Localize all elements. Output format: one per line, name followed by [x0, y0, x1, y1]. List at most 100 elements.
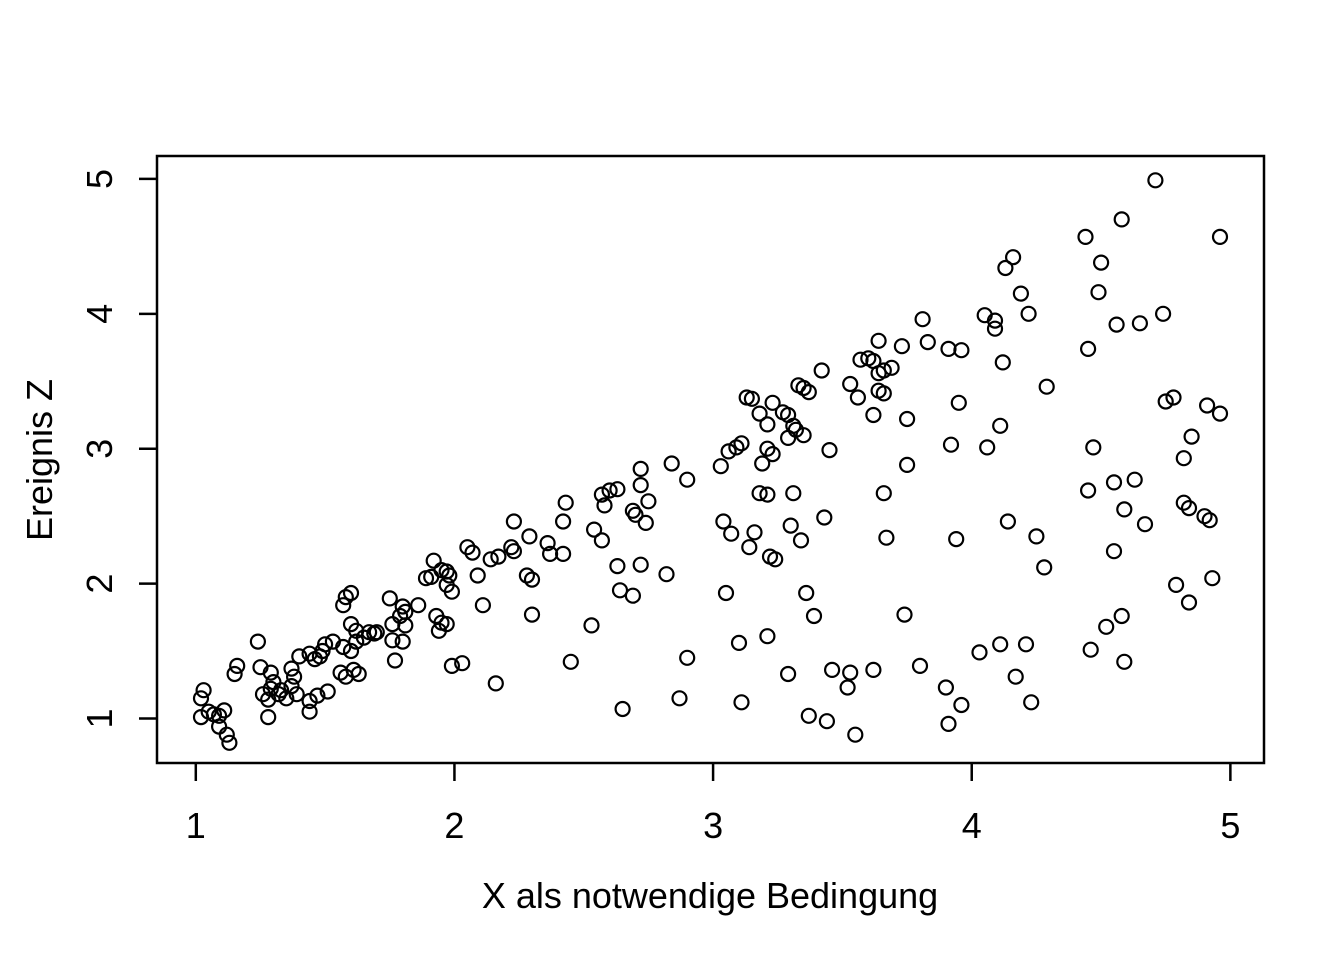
data-point — [640, 493, 657, 510]
y-axis-ticks — [139, 177, 157, 720]
data-point — [348, 633, 365, 650]
data-point — [1085, 439, 1102, 456]
data-point — [1007, 668, 1024, 685]
data-point — [746, 524, 763, 541]
data-point — [865, 406, 882, 424]
data-point — [505, 543, 523, 560]
data-point — [523, 606, 541, 623]
data-point — [1108, 316, 1125, 333]
data-point — [474, 597, 491, 614]
y-tick-label: 1 — [79, 708, 120, 728]
data-point — [849, 389, 867, 406]
data-point — [554, 545, 572, 563]
data-point — [842, 664, 859, 681]
data-point — [1079, 340, 1097, 357]
data-point — [764, 446, 781, 463]
data-point — [211, 707, 228, 724]
data-point — [381, 590, 398, 607]
plot-box — [155, 154, 1266, 765]
data-point — [1105, 474, 1123, 491]
data-point — [759, 486, 776, 503]
data-point — [1180, 594, 1198, 611]
data-point — [759, 628, 776, 645]
data-point — [779, 429, 797, 446]
data-point — [1167, 576, 1185, 594]
data-point — [898, 456, 916, 473]
data-point — [940, 715, 957, 733]
data-point — [919, 334, 936, 351]
data-point — [1113, 607, 1130, 625]
data-point — [865, 661, 882, 679]
data-point — [490, 548, 507, 565]
data-point — [754, 455, 771, 472]
data-point — [911, 657, 929, 675]
data-point — [441, 567, 458, 584]
data-point — [712, 458, 729, 475]
data-point — [218, 726, 235, 743]
data-point — [875, 485, 892, 502]
data-point — [1004, 249, 1022, 266]
data-point — [609, 481, 626, 498]
data-point — [1175, 494, 1192, 511]
data-point — [986, 312, 1004, 329]
data-point — [557, 494, 574, 511]
data-point — [260, 708, 277, 726]
data-point — [593, 532, 611, 549]
x-axis-label: X als notwendige Bedingung — [482, 875, 938, 916]
data-point — [992, 417, 1009, 434]
data-point — [216, 702, 233, 719]
data-point — [554, 513, 572, 530]
x-tick-label: 2 — [444, 805, 464, 846]
data-point — [1079, 482, 1097, 499]
data-point — [273, 682, 290, 699]
data-point — [792, 532, 810, 549]
data-point — [596, 497, 613, 514]
data-point — [443, 583, 460, 600]
data-point — [741, 539, 758, 556]
data-point — [283, 660, 300, 677]
data-point — [614, 700, 631, 718]
data-point — [539, 534, 556, 552]
data-point — [1082, 641, 1099, 658]
y-tick-label: 2 — [79, 574, 120, 594]
data-point — [627, 506, 644, 523]
data-point — [562, 653, 579, 670]
data-point — [1105, 543, 1123, 560]
data-point — [1020, 305, 1037, 322]
data-point — [317, 636, 334, 653]
data-point — [430, 622, 447, 639]
data-point — [948, 530, 965, 548]
x-tick-label: 1 — [186, 805, 206, 846]
data-point — [896, 606, 913, 623]
data-point — [764, 394, 781, 411]
data-point — [1113, 211, 1130, 228]
data-point — [953, 696, 970, 714]
data-point — [800, 384, 817, 401]
data-point — [226, 665, 243, 683]
data-point — [940, 340, 957, 357]
data-point — [288, 686, 305, 703]
data-point — [805, 607, 823, 625]
data-point — [759, 440, 776, 457]
x-axis-tick-labels: 1 2 3 4 5 — [186, 805, 1241, 846]
data-point — [583, 617, 600, 634]
data-point — [914, 311, 931, 328]
data-point — [1116, 501, 1133, 518]
data-point — [883, 359, 900, 376]
data-point — [1147, 172, 1164, 189]
data-point — [585, 521, 603, 538]
data-point — [1077, 228, 1094, 245]
data-point — [291, 648, 308, 665]
data-point — [950, 394, 967, 411]
data-point — [971, 644, 988, 661]
data-point — [898, 410, 916, 428]
y-axis-label: Ereignis Z — [19, 379, 60, 541]
data-point — [798, 584, 815, 602]
data-point — [249, 633, 266, 650]
data-point — [720, 443, 737, 460]
data-point — [342, 642, 360, 660]
data-point — [410, 597, 427, 614]
data-point — [875, 362, 892, 379]
data-point — [523, 571, 541, 588]
